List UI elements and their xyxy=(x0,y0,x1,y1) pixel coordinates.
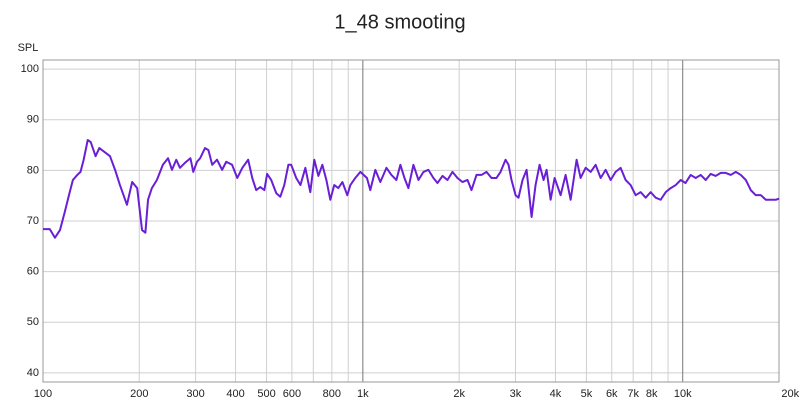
plot-frame xyxy=(42,59,780,383)
x-tick-label: 800 xyxy=(323,388,341,400)
y-tick-label: 80 xyxy=(27,164,39,176)
x-tick-label: 4k xyxy=(550,388,562,400)
x-tick-label: 5k xyxy=(581,388,593,400)
x-tick-label: 300 xyxy=(186,388,204,400)
y-tick-label: 90 xyxy=(27,114,39,126)
x-tick-label: 3k xyxy=(510,388,522,400)
x-tick-label: 1k xyxy=(357,388,369,400)
y-axis-label: SPL xyxy=(18,42,39,54)
chart-title: 1_48 smooting xyxy=(334,11,465,33)
x-tick-label: 10k xyxy=(674,388,692,400)
y-tick-label: 60 xyxy=(27,266,39,278)
x-tick-label: 20kHz xyxy=(781,388,800,400)
x-tick-label: 8k xyxy=(646,388,658,400)
y-tick-label: 40 xyxy=(27,367,39,379)
y-tick-label: 70 xyxy=(27,215,39,227)
y-tick-label: 100 xyxy=(21,63,39,75)
x-tick-label: 2k xyxy=(453,388,465,400)
x-tick-label: 500 xyxy=(257,388,275,400)
y-tick-label: 50 xyxy=(27,316,39,328)
x-tick-label: 7k xyxy=(627,388,639,400)
x-tick-label: 6k xyxy=(606,388,618,400)
x-tick-label: 600 xyxy=(283,388,301,400)
x-tick-label: 100 xyxy=(34,388,52,400)
response-line xyxy=(43,138,780,239)
x-tick-label: 400 xyxy=(226,388,244,400)
x-tick-label: 200 xyxy=(130,388,148,400)
